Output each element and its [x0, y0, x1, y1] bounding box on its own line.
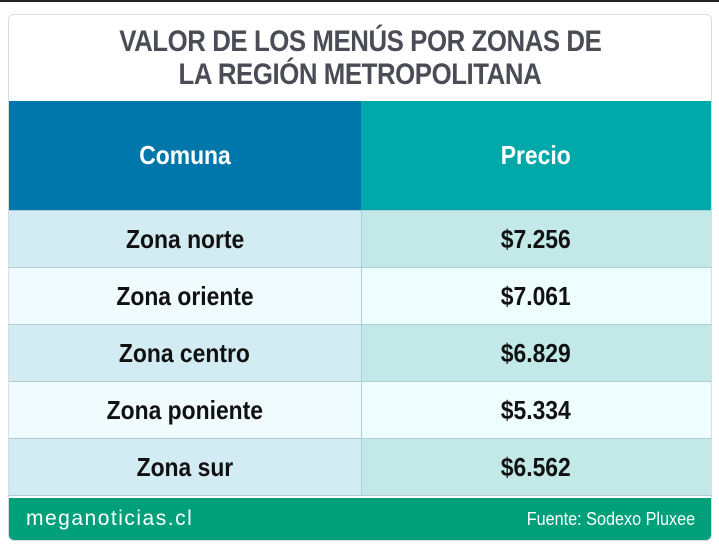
column-header-precio: Precio	[361, 101, 711, 211]
infographic-title: VALOR DE LOS MENÚS POR ZONAS DE LA REGIÓ…	[9, 15, 711, 101]
title-line-1: VALOR DE LOS MENÚS POR ZONAS DE	[118, 25, 602, 58]
table-row: Zona poniente $5.334	[9, 381, 711, 439]
price-table: Comuna Precio Zona norte $7.256 Zona orien…	[9, 101, 711, 496]
cell-comuna: Zona centro	[9, 324, 362, 382]
top-border	[0, 0, 719, 2]
table-header-row: Comuna Precio	[9, 101, 711, 211]
cell-precio: $6.562	[360, 438, 711, 496]
source-label: Fuente: Sodexo Pluxee	[526, 508, 695, 529]
table-row: Zona centro $6.829	[9, 324, 711, 382]
table-row: Zona oriente $7.061	[9, 267, 711, 325]
table-row: Zona sur $6.562	[9, 438, 711, 496]
cell-comuna: Zona sur	[9, 438, 362, 496]
cell-precio: $6.829	[360, 324, 711, 382]
table-row: Zona norte $7.256	[9, 210, 711, 268]
cell-comuna: Zona oriente	[9, 267, 362, 325]
cell-comuna: Zona norte	[9, 210, 362, 268]
cell-precio: $5.334	[360, 381, 711, 439]
column-header-comuna: Comuna	[9, 101, 361, 211]
brand-label: meganoticias.cl	[26, 507, 194, 530]
cell-precio: $7.061	[360, 267, 711, 325]
title-line-2: LA REGIÓN METROPOLITANA	[178, 58, 542, 91]
footer-bar: meganoticias.cl Fuente: Sodexo Pluxee	[9, 498, 711, 540]
infographic-card: VALOR DE LOS MENÚS POR ZONAS DE LA REGIÓ…	[8, 14, 712, 541]
cell-precio: $7.256	[360, 210, 711, 268]
cell-comuna: Zona poniente	[9, 381, 362, 439]
